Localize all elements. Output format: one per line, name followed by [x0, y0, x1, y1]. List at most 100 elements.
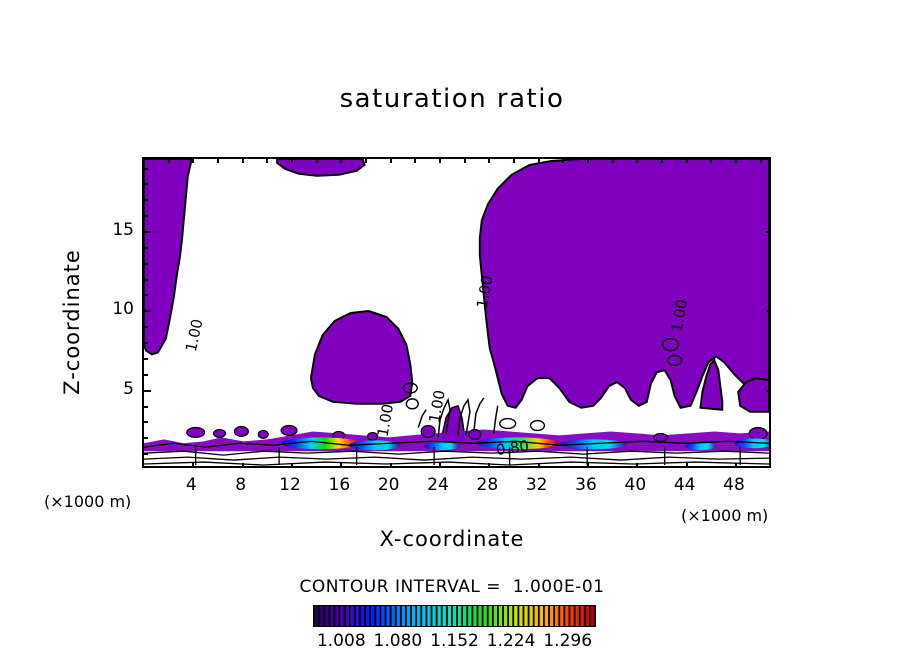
x-tick-minor [439, 159, 441, 163]
colorbar-segment [350, 606, 354, 626]
colorbar-segment [320, 606, 324, 626]
region-top-lens-cloud [276, 159, 366, 177]
colorbar-tick-label: 1.008 [316, 631, 366, 651]
contour-label-4: 0.80 [495, 437, 530, 459]
contour-field: 1.00 1.00 1.00 0.80 1.00 1.00 [144, 159, 769, 466]
colorbar-segment [534, 606, 538, 626]
x-tick-minor [488, 466, 490, 468]
contour-interval-caption: CONTOUR INTERVAL = 1.000E-01 [299, 577, 605, 597]
x-tick-minor [340, 159, 343, 163]
colorbar-segment [442, 606, 446, 626]
x-tick-minor [735, 466, 737, 468]
x-tick [340, 463, 343, 466]
x-tick-minor [611, 159, 614, 163]
ragged-contours [417, 397, 499, 438]
colorbar-segment [483, 606, 487, 626]
colorbar-segment [314, 606, 319, 626]
y-tick-minor [769, 437, 771, 439]
x-tick-minor [587, 466, 589, 468]
colorbar-segment [417, 606, 421, 626]
colorbar-segment [330, 606, 334, 626]
x-tick-minor [316, 466, 318, 468]
x-tick-minor [414, 159, 417, 163]
colorbar-segment [524, 606, 528, 626]
x-tick-minor [390, 466, 392, 468]
x-tick-minor [686, 466, 688, 468]
surface-contours [144, 440, 769, 466]
y-tick-minor [144, 215, 148, 218]
x-tick-minor [513, 159, 515, 163]
y-tick-minor [769, 168, 771, 170]
colorbar-tick-label: 1.080 [373, 631, 423, 651]
y-tick-minor [144, 405, 148, 408]
x-tick-minor [636, 466, 638, 468]
x-tick [636, 463, 639, 466]
colorbar-tick-labels: 1.008 1.080 1.152 1.224 1.296 [313, 631, 596, 653]
x-tick-label: 8 [235, 475, 247, 495]
colorbar-segment [539, 606, 544, 626]
region-left-column-cloud [144, 159, 193, 356]
colorbar-segment [345, 606, 349, 626]
colorbar-segment [549, 606, 554, 626]
colorbar-segment [340, 606, 344, 626]
colorbar-segment [493, 606, 498, 626]
x-tick-minor [685, 159, 688, 163]
colorbar-segment [565, 606, 569, 626]
x-tick-minor [217, 466, 219, 468]
x-tick [241, 463, 244, 466]
x-tick-minor [389, 159, 392, 163]
x-tick [685, 463, 688, 466]
x-tick-minor [735, 159, 737, 163]
colorbar-tick-label: 1.224 [486, 631, 536, 651]
colorbar-segment [519, 606, 523, 626]
x-tick-label: 28 [476, 475, 499, 495]
x-tick-minor [192, 466, 194, 468]
y-tick-minor [144, 183, 148, 186]
y-tick-minor [144, 326, 148, 329]
y-tick-minor [769, 406, 771, 408]
x-tick-minor [266, 466, 268, 468]
colorbar-segment [468, 606, 472, 626]
region-right-main-cloud [478, 159, 769, 409]
x-tick-minor [760, 466, 762, 468]
colorbar-segment [335, 606, 339, 626]
y-tick-minor [769, 215, 771, 217]
x-tick-minor [291, 159, 293, 163]
y-tick-minor [144, 199, 148, 202]
contour-label-6: 1.00 [668, 298, 692, 334]
x-tick [488, 463, 491, 466]
colorbar-segment [422, 606, 426, 626]
y-tick-minor [769, 247, 771, 249]
y-tick-minor [769, 453, 771, 455]
x-tick [439, 463, 441, 466]
contour-label-5: 1.00 [473, 274, 497, 310]
x-tick-minor [439, 466, 441, 468]
colorbar-gradient [314, 606, 595, 626]
colorbar-segment [427, 606, 431, 626]
contour-label-2: 1.00 [374, 402, 398, 438]
y-tick-minor [144, 357, 148, 360]
y-tick [766, 230, 769, 233]
colorbar-segment [381, 606, 385, 626]
x-tick-minor [537, 159, 540, 163]
y-tick-label: 10 [112, 299, 134, 320]
y-tick-minor [144, 294, 148, 297]
x-tick-minor [562, 159, 565, 163]
colorbar-segment [529, 606, 533, 626]
x-tick-label: 36 [575, 475, 597, 495]
colorbar-segment [580, 606, 584, 626]
colorbar-segment [376, 606, 380, 626]
y-tick-minor [769, 421, 771, 423]
y-tick-minor [769, 183, 771, 185]
colorbar-segment [457, 606, 462, 626]
y-tick-minor [769, 294, 771, 296]
x-tick-label: 44 [673, 475, 696, 495]
x-tick-minor [266, 159, 269, 163]
y-axis-unit-label: (×1000 m) [44, 492, 132, 511]
y-tick-label: 15 [112, 219, 134, 240]
x-tick-minor [291, 466, 293, 468]
y-tick-minor [769, 374, 771, 376]
x-tick-minor [242, 466, 244, 468]
x-tick-minor [168, 466, 170, 468]
